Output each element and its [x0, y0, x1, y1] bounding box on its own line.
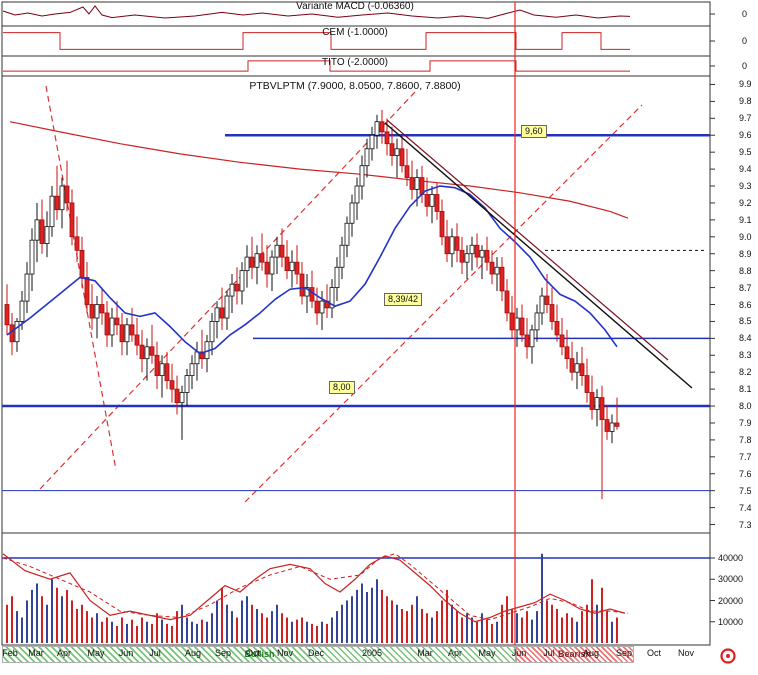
month-tick-label: May — [478, 648, 496, 658]
month-tick-label: Aug — [582, 648, 599, 658]
price-tick-label: 9.2 — [739, 197, 752, 208]
month-tick-label: 2005 — [361, 648, 383, 658]
price-tick-label: 7.8 — [739, 434, 752, 445]
volume-ma-line — [2, 553, 626, 623]
price-tick-label: 7.7 — [739, 451, 752, 462]
price-tick-label: 8.3 — [739, 350, 752, 361]
month-tick-label: Nov — [276, 648, 293, 658]
month-tick-label: May — [87, 648, 105, 658]
month-tick-label: Oct — [245, 648, 260, 658]
month-tick-label: Jun — [511, 648, 527, 658]
month-tick-label: Feb — [2, 648, 18, 658]
level-flag-960: 9,60 — [521, 125, 547, 138]
price-tick-label: 9.9 — [739, 79, 752, 90]
month-tick-label: Apr — [447, 648, 462, 658]
price-tick-label: 7.9 — [739, 417, 752, 428]
month-tick-label: Aug — [184, 648, 201, 658]
price-tick-label: 9.6 — [739, 130, 752, 141]
price-tick-label: 9.0 — [739, 231, 752, 242]
downtrend-secondary-line — [386, 119, 669, 361]
price-tick-label: 8.0 — [739, 401, 752, 412]
month-tick-label: Nov — [677, 648, 694, 658]
main-chart-title: PTBVLPTM (7.9000, 8.0500, 7.8600, 7.8800… — [249, 80, 461, 92]
volume-tick-label: 30000 — [718, 574, 744, 585]
candlestick-series — [4, 109, 620, 500]
indicator-line-0 — [2, 5, 631, 19]
price-tick-label: 9.4 — [739, 164, 752, 175]
panel-borders — [1, 1, 711, 646]
level-flag-839-42: 8,39/42 — [384, 293, 423, 306]
month-tick-label: Sep — [615, 648, 632, 658]
indicator-line-1 — [3, 32, 630, 50]
indicator-line-2 — [3, 60, 630, 72]
price-tick-label: 7.4 — [739, 502, 752, 513]
month-tick-label: Sep — [214, 648, 231, 658]
level-flag-800: 8,00 — [329, 381, 355, 394]
price-tick-label: 8.5 — [739, 316, 752, 327]
month-tick-label: Oct — [646, 648, 661, 658]
volume-bars — [6, 553, 618, 643]
brand-icon — [719, 647, 737, 670]
price-tick-label: 7.3 — [739, 519, 752, 530]
price-tick-label: 9.1 — [739, 214, 752, 225]
price-tick-label: 9.3 — [739, 181, 752, 192]
price-tick-label: 8.1 — [739, 384, 752, 395]
downtrend-resistance-line — [384, 122, 693, 389]
volume-signal-line — [2, 553, 629, 621]
month-tick-label: Mar — [417, 648, 433, 658]
price-tick-label: 8.2 — [739, 367, 752, 378]
indicator-axis-label: 0 — [742, 36, 748, 46]
price-tick-label: 8.9 — [739, 248, 752, 259]
month-tick-label: Jun — [118, 648, 134, 658]
volume-tick-label: 40000 — [718, 553, 744, 563]
price-tick-label: 8.8 — [739, 265, 752, 276]
indicator-axis-label: 0 — [742, 9, 748, 19]
bearish-regime-band: Bearish — [515, 646, 634, 663]
price-tick-label: 9.8 — [739, 96, 752, 107]
price-tick-label: 8.4 — [739, 333, 752, 344]
tito-panel-title: TITO (-2.0000) — [322, 57, 388, 68]
price-tick-label: 8.7 — [739, 282, 752, 293]
volume-tick-label: 10000 — [718, 616, 744, 627]
bullish-regime-band: Bullish — [2, 646, 517, 663]
price-tick-label: 8.6 — [739, 299, 752, 310]
indicator-axis-label: 0 — [742, 61, 748, 71]
bullish-label: Bullish — [244, 649, 275, 659]
month-tick-label: Jul — [543, 648, 555, 658]
price-tick-label: 7.5 — [739, 485, 752, 496]
month-tick-label: Jul — [149, 648, 161, 658]
price-tick-label: 7.6 — [739, 468, 752, 479]
ascending-channel-dashed-line — [244, 104, 643, 503]
macd-panel-title: Variante MACD (-0.06360) — [296, 1, 414, 12]
ascending-support-dashed-line — [39, 91, 416, 490]
month-tick-label: Mar — [28, 648, 44, 658]
month-tick-label: Apr — [56, 648, 71, 658]
price-tick-label: 9.7 — [739, 113, 752, 124]
price-tick-label: 9.5 — [739, 147, 752, 158]
cem-panel-title: CEM (-1.0000) — [322, 27, 388, 38]
volume-tick-label: 20000 — [718, 595, 744, 606]
month-tick-label: Dec — [307, 648, 324, 658]
short-term-ma-line — [6, 185, 618, 355]
bearish-label: Bearish — [557, 649, 592, 659]
